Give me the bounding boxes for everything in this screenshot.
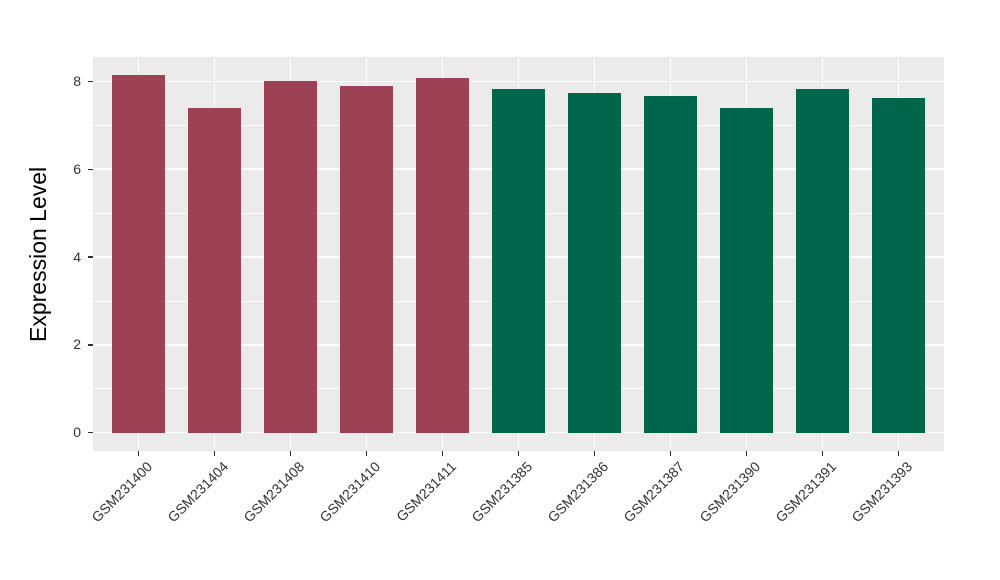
x-tick-label-GSM231387: GSM231387: [620, 457, 688, 525]
x-axis-tick: [365, 450, 368, 456]
x-axis-tick: [517, 450, 520, 456]
y-tick-label: 0: [73, 424, 81, 441]
x-axis-tick: [289, 450, 292, 456]
x-tick-label-GSM231386: GSM231386: [544, 457, 612, 525]
y-axis-tick: [87, 168, 93, 170]
bar-GSM231404: [187, 107, 242, 433]
bar-GSM231411: [415, 77, 470, 433]
x-axis-tick: [745, 450, 748, 456]
bar-GSM231408: [263, 80, 318, 433]
x-tick-label-GSM231390: GSM231390: [696, 457, 764, 525]
x-axis-tick: [821, 450, 824, 456]
y-tick-label: 6: [73, 160, 81, 177]
gridline-horizontal-major: [93, 80, 944, 83]
y-tick-label: 4: [73, 248, 81, 265]
bar-GSM231385: [491, 89, 546, 433]
y-axis-tick: [87, 431, 93, 434]
x-tick-label-GSM231404: GSM231404: [164, 457, 232, 525]
bar-GSM231410: [339, 86, 394, 433]
y-axis-tick: [87, 344, 93, 346]
x-tick-label-GSM231408: GSM231408: [240, 457, 308, 525]
gridline-horizontal-major: [93, 431, 944, 434]
y-tick-label: 8: [73, 72, 81, 89]
bar-GSM231393: [871, 98, 925, 433]
y-tick-label: 2: [73, 336, 81, 353]
bar-GSM231391: [795, 88, 850, 433]
x-tick-label-GSM231400: GSM231400: [88, 457, 156, 525]
bar-GSM231390: [719, 108, 774, 433]
x-axis-tick: [897, 450, 900, 456]
x-tick-label-GSM231411: GSM231411: [392, 457, 460, 524]
x-tick-label-GSM231410: GSM231410: [316, 457, 384, 525]
y-axis-tick: [87, 256, 93, 258]
x-tick-label-GSM231391: GSM231391: [772, 457, 840, 525]
x-axis-tick: [441, 450, 444, 456]
x-axis-tick: [213, 450, 216, 456]
x-axis-tick: [137, 450, 140, 456]
x-tick-label-GSM231385: GSM231385: [468, 457, 536, 525]
bar-GSM231386: [567, 93, 622, 433]
x-axis-tick: [669, 450, 672, 456]
bar-GSM231400: [111, 74, 166, 433]
x-tick-label-GSM231393: GSM231393: [848, 457, 916, 525]
x-axis-tick: [593, 450, 596, 456]
y-axis-tick: [87, 80, 93, 83]
plot-panel: [93, 57, 944, 451]
bar-GSM231387: [643, 95, 698, 433]
